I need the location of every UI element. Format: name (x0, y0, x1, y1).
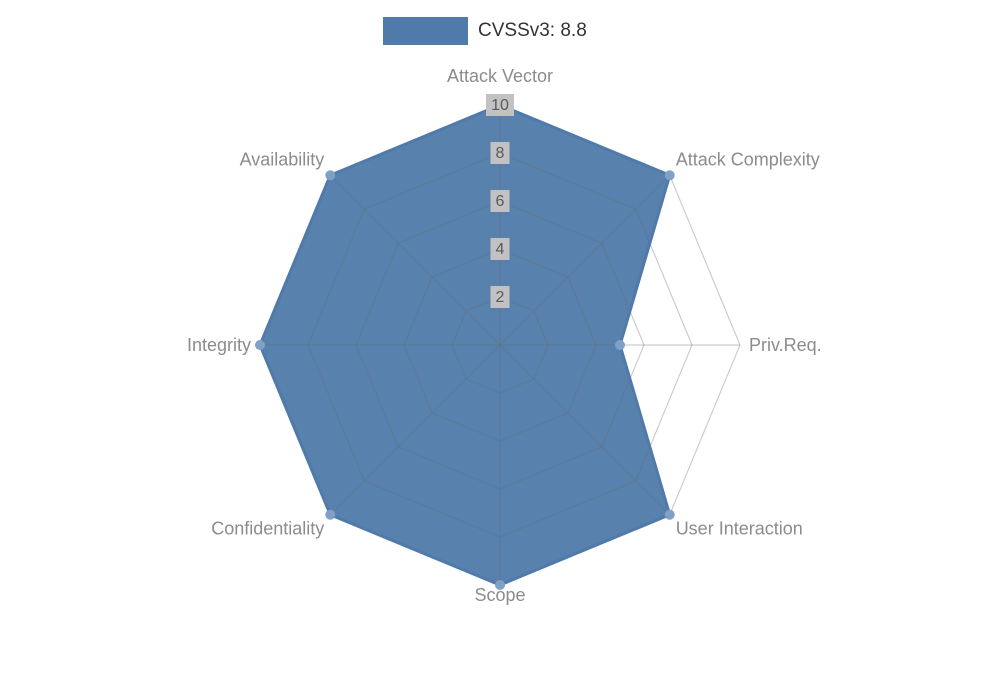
tick-label: 10 (491, 97, 509, 114)
series-point (325, 509, 336, 520)
grid-ring (307, 152, 693, 538)
grid-spoke (499, 344, 671, 516)
axis-label-confidentiality: Confidentiality (211, 519, 324, 539)
grid-spoke (329, 344, 501, 516)
series-point (255, 340, 265, 350)
tick-backdrop (490, 286, 510, 308)
axis-label-attack-vector: Attack Vector (447, 66, 553, 86)
tick-label: 8 (496, 145, 505, 162)
axis-label-priv-req: Priv.Req. (749, 335, 822, 355)
axis-label-availability: Availability (240, 149, 325, 169)
series-point (615, 340, 625, 350)
legend-swatch (383, 17, 468, 45)
series-area (260, 105, 670, 585)
series-point (664, 509, 675, 520)
tick-backdrop (490, 238, 510, 260)
grid-ring (451, 296, 549, 394)
tick-label: 6 (496, 193, 505, 210)
axis-label-integrity: Integrity (187, 335, 251, 355)
legend-item[interactable]: CVSSv3: 8.8 (383, 17, 587, 45)
series-point (325, 170, 336, 181)
axis-label-scope: Scope (474, 585, 525, 605)
series-point (495, 580, 505, 590)
tick-label: 2 (496, 289, 505, 306)
axis-label-attack-complexity: Attack Complexity (676, 149, 820, 169)
grid-spoke (499, 174, 671, 346)
grid-ring (355, 200, 645, 490)
tick-backdrop (486, 94, 514, 116)
legend-label: CVSSv3: 8.8 (478, 20, 587, 41)
series-point (664, 170, 675, 181)
tick-backdrop (490, 190, 510, 212)
grid-ring (403, 248, 597, 442)
grid-spoke (329, 174, 501, 346)
tick-label: 4 (496, 241, 505, 258)
tick-backdrop (490, 142, 510, 164)
axis-label-user-interaction: User Interaction (676, 519, 803, 539)
